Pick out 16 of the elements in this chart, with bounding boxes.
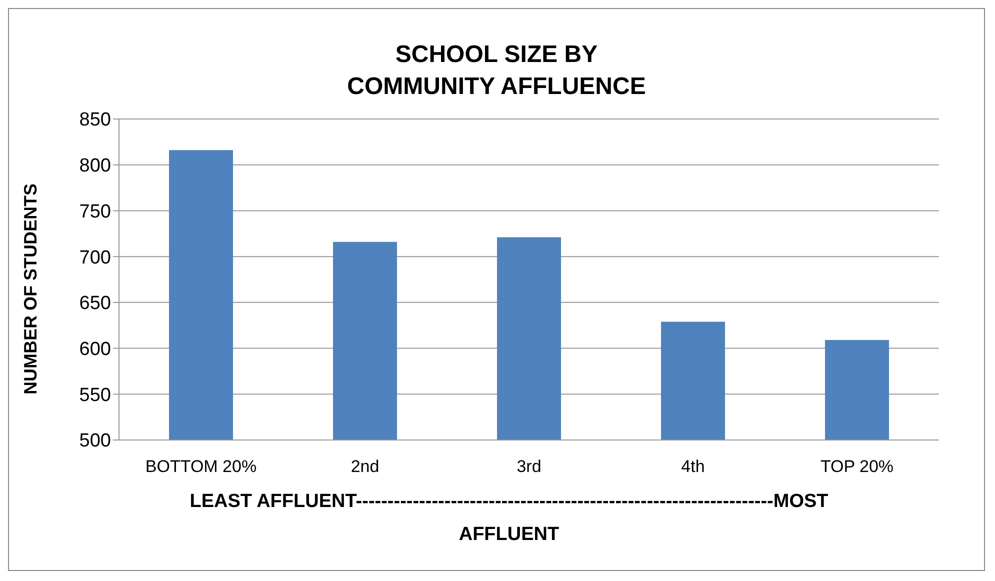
x-tick-label: 3rd (516, 457, 542, 476)
x-tick-label: 2nd (350, 457, 380, 476)
y-tick-label: 700 (79, 247, 111, 268)
x-axis-title: LEAST AFFLUENT------------------------------------------------------------------MOST AFFLUENT (190, 491, 828, 545)
x-tick-label: BOTTOM 20% (145, 457, 257, 476)
y-tick-label: 550 (79, 384, 111, 406)
x-tick-label: 4th (681, 457, 705, 476)
y-tick-label: 800 (79, 156, 111, 177)
y-axis-title: NUMBER OF STUDENTS (20, 184, 42, 394)
chart-title: SCHOOL SIZE BY COMMUNITY AFFLUENCE (346, 40, 647, 102)
y-tick-label: 500 (79, 430, 111, 452)
y-tick-label: 650 (79, 293, 111, 314)
y-tick-label: 850 (79, 110, 111, 131)
y-tick-label: 750 (79, 201, 111, 222)
y-tick-label: 600 (79, 339, 111, 360)
x-tick-label: TOP 20% (820, 457, 894, 476)
